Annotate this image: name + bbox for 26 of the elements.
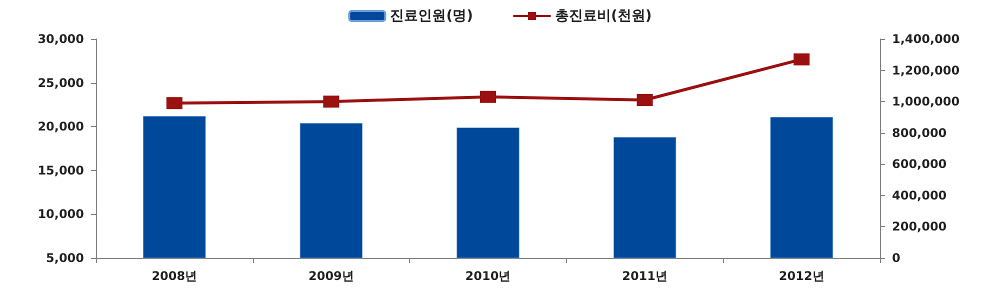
y2-tick-label: 1,400,000 — [892, 32, 960, 46]
y2-tick-label: 200,000 — [892, 220, 947, 234]
y-tick-label: 10,000 — [38, 207, 84, 222]
x-tick-label: 2008년 — [152, 269, 198, 283]
point — [323, 96, 340, 108]
x-tick-label: 2011년 — [622, 269, 668, 283]
legend-label: 진료인원(명) — [390, 8, 473, 24]
y2-tick-label: 600,000 — [892, 157, 947, 172]
point — [480, 90, 496, 103]
legend-label: 총진료비(천원) — [555, 8, 652, 24]
x-tick-label: 2010년 — [465, 269, 511, 283]
y2-tick-label: 800,000 — [892, 126, 947, 140]
y2-tick-label: 1,200,000 — [892, 63, 960, 78]
point — [636, 94, 653, 106]
y-tick-label: 20,000 — [38, 120, 84, 134]
x-tick-label: 2012년 — [778, 269, 824, 283]
point — [166, 97, 182, 110]
x-tick-label: 2009년 — [308, 269, 354, 283]
y-tick-label: 30,000 — [38, 32, 84, 46]
point — [794, 53, 810, 66]
y-tick-label: 25,000 — [38, 76, 84, 90]
y-tick-label: 15,000 — [38, 163, 84, 178]
y2-tick-label: 400,000 — [892, 188, 947, 202]
y2-tick-label: 0 — [892, 251, 900, 265]
y-tick-label: 5,000 — [46, 251, 84, 265]
y2-tick-label: 1,000,000 — [892, 94, 960, 109]
